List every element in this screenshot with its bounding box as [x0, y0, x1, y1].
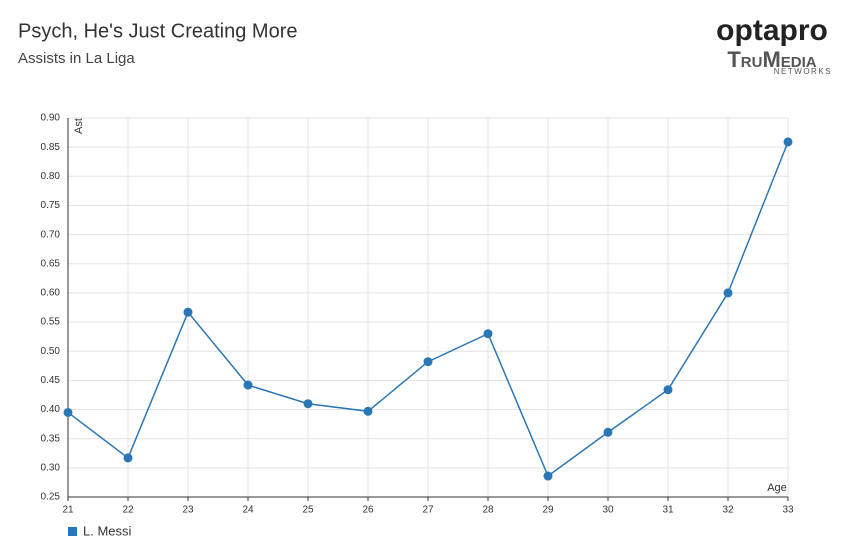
- y-tick-label: 0.85: [41, 142, 61, 153]
- data-point: [363, 406, 373, 416]
- y-tick-label: 0.60: [41, 288, 61, 299]
- legend-label: L. Messi: [83, 523, 132, 538]
- x-tick-label: 27: [422, 505, 434, 516]
- data-point: [243, 380, 253, 390]
- y-tick-label: 0.30: [41, 462, 61, 473]
- chart-subtitle: Assists in La Liga: [18, 50, 135, 67]
- x-tick-label: 31: [662, 505, 674, 516]
- y-tick-label: 0.25: [41, 492, 61, 503]
- data-point: [663, 385, 673, 395]
- y-tick-label: 0.65: [41, 258, 61, 269]
- x-tick-label: 33: [782, 505, 794, 516]
- y-tick-label: 0.80: [41, 171, 61, 182]
- data-point: [303, 399, 313, 409]
- y-tick-label: 0.50: [41, 346, 61, 357]
- data-point: [543, 471, 553, 481]
- y-tick-label: 0.90: [41, 113, 61, 124]
- x-tick-label: 29: [542, 505, 554, 516]
- logo-tagline: NETWORKS: [774, 67, 832, 76]
- y-tick-label: 0.75: [41, 200, 61, 211]
- y-tick-label: 0.55: [41, 317, 61, 328]
- x-tick-label: 23: [182, 505, 194, 516]
- y-tick-label: 0.35: [41, 433, 61, 444]
- x-tick-label: 30: [602, 505, 614, 516]
- data-point: [483, 329, 493, 339]
- data-point: [183, 307, 193, 317]
- y-axis-label: Ast: [73, 118, 85, 134]
- x-tick-label: 26: [362, 505, 374, 516]
- legend-swatch: [68, 527, 77, 536]
- data-point: [423, 357, 433, 367]
- logo-name: TruMedia: [727, 47, 816, 72]
- chart-title: Psych, He's Just Creating More: [18, 20, 297, 42]
- x-tick-label: 21: [62, 505, 74, 516]
- logo-brand: optapro: [716, 14, 828, 47]
- data-point: [123, 453, 133, 463]
- x-axis-label: Age: [767, 482, 787, 494]
- y-tick-label: 0.40: [41, 404, 61, 415]
- y-tick-label: 0.70: [41, 229, 61, 240]
- x-tick-label: 25: [302, 505, 314, 516]
- y-tick-label: 0.45: [41, 375, 61, 386]
- data-point: [723, 288, 733, 298]
- data-point: [63, 407, 73, 417]
- x-tick-label: 22: [122, 505, 134, 516]
- x-tick-label: 28: [482, 505, 494, 516]
- data-point: [603, 427, 613, 437]
- x-tick-label: 24: [242, 505, 254, 516]
- x-tick-label: 32: [722, 505, 734, 516]
- data-point: [783, 137, 793, 147]
